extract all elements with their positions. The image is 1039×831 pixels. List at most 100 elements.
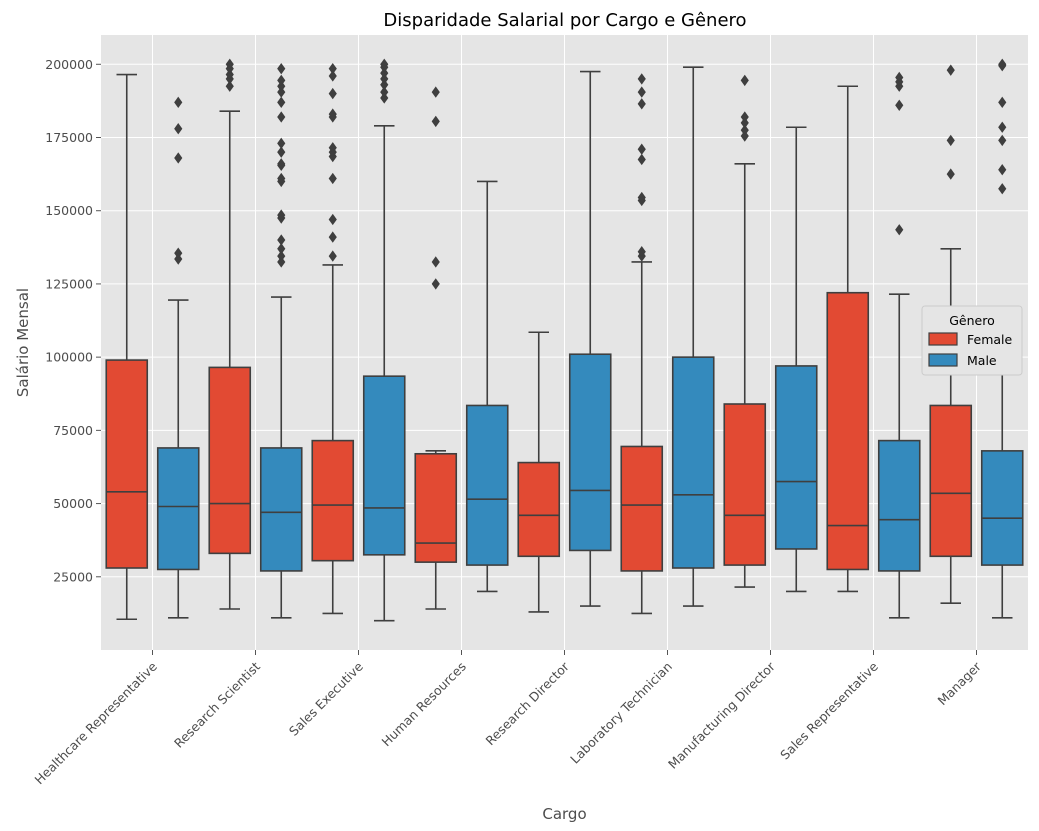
outlier-point — [998, 96, 1007, 109]
box-male-4 — [568, 70, 612, 607]
iqr-box — [671, 356, 715, 569]
box-female-1 — [208, 58, 252, 610]
box-female-4 — [517, 331, 561, 613]
legend-title: Gênero — [949, 313, 995, 328]
outlier-point — [380, 92, 389, 104]
y-tick-label: 175000 — [45, 130, 93, 145]
outlier-point — [431, 256, 440, 268]
outlier-point — [277, 172, 286, 185]
box-female-7 — [826, 85, 870, 593]
outlier-point — [895, 224, 904, 236]
x-tick-label: Manufacturing Director — [665, 658, 779, 772]
y-tick-label: 25000 — [53, 569, 93, 584]
outlier-point — [380, 67, 389, 79]
y-tick-label: 150000 — [45, 203, 93, 218]
iqr-box — [465, 404, 509, 566]
outlier-point — [277, 243, 286, 255]
iqr-box — [362, 375, 406, 556]
outlier-point — [277, 256, 286, 268]
legend: Gênero Female Male — [921, 305, 1023, 376]
iqr-box — [517, 461, 561, 558]
box-female-0 — [105, 73, 149, 621]
outlier-point — [174, 152, 183, 164]
outlier-point — [740, 130, 749, 142]
x-tick-label: Manager — [935, 658, 985, 708]
iqr-box — [259, 447, 303, 572]
outlier-point — [328, 108, 337, 120]
legend-label-female: Female — [967, 332, 1013, 347]
chart-title: Disparidade Salarial por Cargo e Gênero — [383, 10, 746, 31]
outlier-point — [174, 247, 183, 259]
box-male-0 — [156, 96, 200, 619]
iqr-box — [105, 359, 149, 569]
outlier-point — [740, 124, 749, 136]
legend-swatch-male — [928, 353, 958, 367]
outlier-point — [431, 115, 440, 128]
iqr-box — [156, 447, 200, 571]
outlier-point — [277, 234, 286, 246]
outlier-point — [637, 246, 646, 258]
box-male-3 — [465, 180, 509, 593]
outlier-point — [637, 153, 646, 166]
iqr-box — [826, 291, 870, 571]
outlier-point — [431, 278, 440, 290]
outlier-point — [277, 74, 286, 87]
outlier-point — [277, 62, 286, 75]
outlier-point — [328, 231, 337, 243]
outlier-point — [637, 143, 646, 155]
box-female-8 — [929, 64, 973, 604]
y-axis-ticks: 25000 50000 75000 100000 125000 150000 175000 2… — [45, 57, 101, 584]
box-male-8 — [980, 58, 1024, 619]
outlier-point — [998, 183, 1007, 195]
outlier-point — [380, 58, 389, 70]
outlier-point — [637, 86, 646, 98]
box-male-2 — [362, 58, 406, 622]
box-female-6 — [723, 74, 767, 588]
iqr-box — [980, 450, 1024, 566]
outlier-point — [277, 250, 286, 262]
iqr-box — [620, 445, 664, 572]
outlier-point — [174, 96, 183, 109]
y-tick-label: 200000 — [45, 57, 93, 72]
outlier-point — [277, 96, 286, 109]
box-male-6 — [774, 126, 818, 593]
x-tick-label: Human Resources — [378, 659, 468, 749]
outlier-point — [225, 80, 234, 92]
x-tick-label: Research Director — [482, 658, 572, 748]
outlier-point — [277, 86, 286, 98]
legend-swatch-female — [928, 332, 958, 346]
x-tick-label: Laboratory Technician — [567, 659, 675, 767]
box-male-1 — [259, 62, 303, 619]
outlier-point — [998, 164, 1007, 176]
x-tick-label: Healthcare Representative — [32, 659, 161, 788]
legend-label-male: Male — [967, 353, 997, 368]
outlier-point — [174, 253, 183, 265]
outlier-point — [225, 68, 234, 81]
outlier-point — [277, 137, 286, 150]
iqr-box — [723, 403, 767, 566]
y-tick-label: 100000 — [45, 350, 93, 365]
iqr-box — [929, 404, 973, 558]
x-tick-label: Sales Representative — [777, 659, 881, 763]
box-male-7 — [877, 71, 921, 619]
iqr-box — [208, 366, 252, 555]
outlier-point — [277, 209, 286, 221]
outlier-point — [740, 111, 749, 123]
box-female-2 — [311, 62, 355, 615]
box-female-3 — [414, 86, 458, 610]
iqr-box — [568, 353, 612, 552]
outlier-point — [328, 250, 337, 262]
box-male-5 — [671, 66, 715, 607]
outlier-point — [174, 123, 183, 135]
outlier-point — [277, 111, 286, 123]
grid-lines — [101, 35, 1028, 650]
boxes — [105, 58, 1024, 622]
y-axis-label: Salário Mensal — [14, 288, 32, 397]
outlier-point — [380, 73, 389, 85]
outlier-point — [225, 58, 234, 70]
outlier-point — [277, 158, 286, 170]
outlier-point — [328, 87, 337, 100]
outlier-point — [998, 121, 1007, 133]
outlier-point — [740, 74, 749, 87]
outlier-point — [380, 79, 389, 91]
